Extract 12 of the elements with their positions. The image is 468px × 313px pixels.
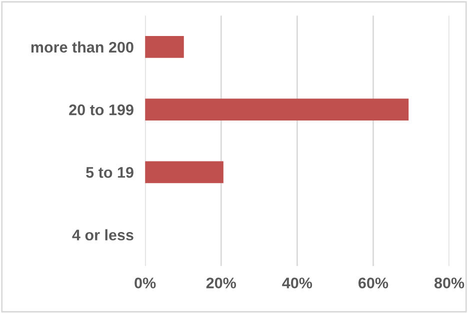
x-tick-label: 20% [206, 278, 236, 288]
x-tick-label: 0% [134, 278, 156, 288]
bar [145, 161, 224, 184]
y-tick-label: 20 to 199 [69, 104, 134, 116]
x-tick-label: 80% [434, 278, 464, 288]
y-tick-label: 4 or less [72, 229, 134, 240]
bar [145, 36, 184, 58]
x-tick-label: 40% [282, 278, 312, 288]
y-tick-label: 5 to 19 [86, 167, 134, 178]
x-tick-label: 60% [358, 278, 388, 288]
y-tick-label: more than 200 [31, 41, 134, 53]
bar [145, 98, 409, 121]
